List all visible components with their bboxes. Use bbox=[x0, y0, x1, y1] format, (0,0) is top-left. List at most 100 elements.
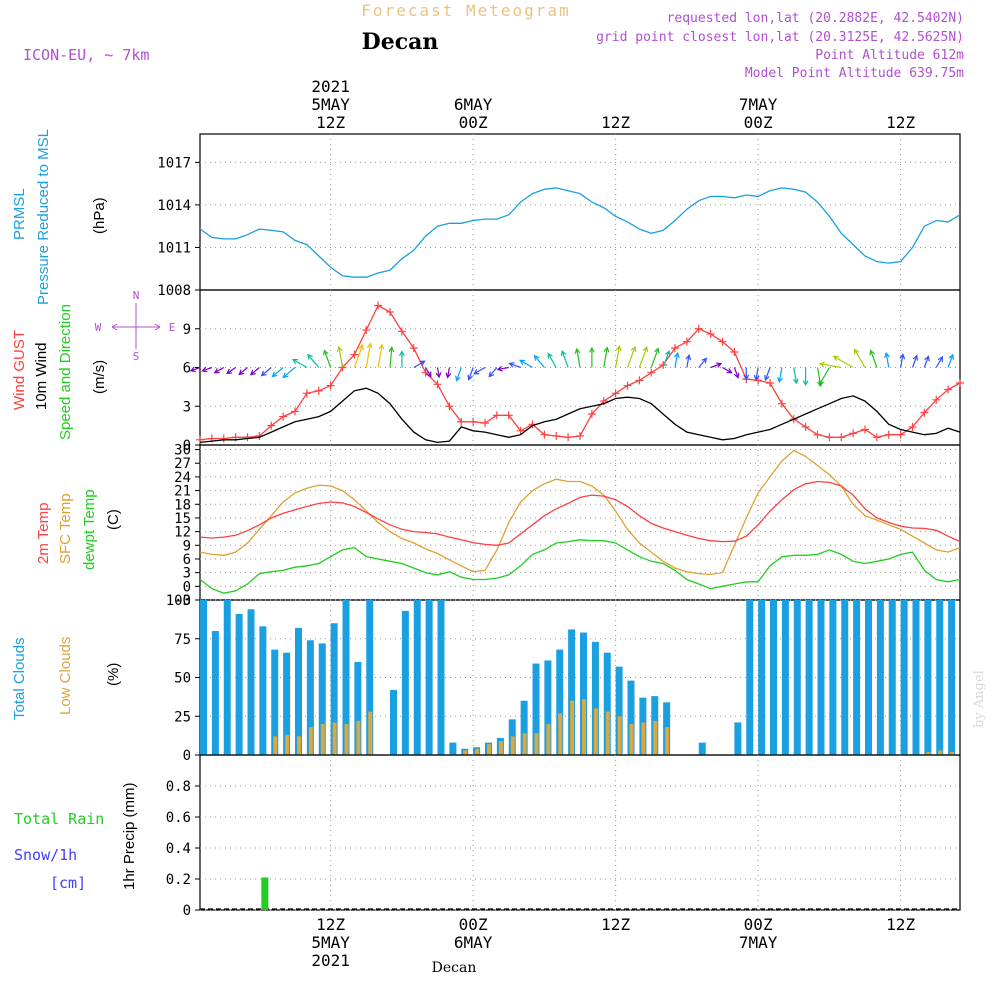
low-cloud-bar bbox=[475, 748, 480, 755]
gust-marker bbox=[920, 408, 929, 417]
total-cloud-bar bbox=[912, 600, 920, 755]
wind-arrow bbox=[226, 367, 236, 374]
gust-marker bbox=[219, 434, 228, 443]
low-cloud-bar bbox=[285, 734, 290, 755]
total-cloud-bar bbox=[544, 660, 552, 755]
clouds-panel: 0 25 50 75 100 bbox=[166, 593, 961, 764]
dewpt-line bbox=[199, 539, 961, 594]
wind-panel: 0 3 6 9 N S W E bbox=[95, 289, 964, 454]
y-tick-label: 25 bbox=[174, 709, 191, 725]
wind-arrow bbox=[710, 363, 722, 369]
wind-arrow-head bbox=[226, 368, 233, 375]
wind-arrow-head bbox=[948, 353, 955, 360]
gust-marker bbox=[587, 410, 596, 418]
wind-arrow bbox=[365, 343, 372, 368]
total-cloud-bar bbox=[211, 631, 219, 755]
wind10m-label: 10m Wind bbox=[33, 342, 50, 410]
compass-cross bbox=[111, 303, 161, 349]
gust-marker bbox=[956, 379, 964, 387]
low-cloud-bar bbox=[629, 724, 634, 755]
total-cloud-bar bbox=[591, 641, 599, 755]
total-cloud-bar bbox=[817, 600, 825, 755]
wind-arrow-head bbox=[853, 348, 860, 355]
total-cloud-bar bbox=[306, 640, 314, 755]
precip-axis-label: 1hr Precip (mm) bbox=[121, 782, 138, 890]
low-cloud-bar bbox=[546, 724, 551, 755]
y-tick-label: 0 bbox=[183, 903, 191, 919]
wind-arrow-head bbox=[445, 372, 452, 379]
wind-arrow-head bbox=[336, 345, 343, 352]
wind-arrow-head bbox=[924, 355, 930, 362]
compass-south: S bbox=[133, 350, 140, 363]
wind-arrow bbox=[885, 353, 890, 368]
y-tick-label: 100 bbox=[166, 593, 191, 609]
wind-arrow-head bbox=[673, 351, 680, 359]
pressure-unit: (hPa) bbox=[91, 197, 108, 234]
y-tick-label: 0 bbox=[183, 579, 191, 595]
gust-marker bbox=[564, 433, 573, 442]
pressure-label-msl: Pressure Reduced to MSL bbox=[35, 129, 52, 305]
wind-arrow-head bbox=[753, 374, 760, 382]
wind-arrow bbox=[793, 367, 798, 384]
bottom-time-label: 12Z bbox=[316, 915, 345, 934]
wind-arrow-head bbox=[189, 366, 196, 373]
wind-arrow-head bbox=[388, 346, 395, 353]
gust-marker bbox=[908, 422, 917, 431]
y-tick-label: 3 bbox=[183, 399, 191, 415]
low-cloud-bar bbox=[368, 711, 373, 755]
wind-arrow bbox=[509, 362, 521, 369]
total-cloud-bar bbox=[520, 700, 528, 755]
compass-west: W bbox=[95, 321, 102, 334]
y-tick-label: 50 bbox=[174, 671, 191, 687]
wind-arrow bbox=[576, 348, 581, 368]
gust-marker bbox=[694, 324, 703, 333]
total-cloud-bar bbox=[449, 742, 457, 755]
gust-marker bbox=[837, 433, 846, 442]
y-tick-label: 15 bbox=[174, 511, 191, 527]
wind-arrow bbox=[722, 366, 732, 374]
total-cloud-bar bbox=[223, 600, 231, 755]
low-clouds-label: Low Clouds bbox=[57, 637, 74, 715]
wind-arrow bbox=[250, 367, 260, 376]
total-cloud-bar bbox=[200, 600, 207, 755]
low-cloud-bar bbox=[498, 741, 503, 755]
low-cloud-bar bbox=[510, 736, 515, 755]
wind-arrow bbox=[686, 355, 690, 368]
y-tick-label: 1017 bbox=[157, 155, 191, 171]
gust-marker bbox=[291, 407, 299, 416]
compass-east: E bbox=[169, 321, 176, 334]
total-cloud-bar bbox=[390, 689, 397, 755]
wind-arrow-head bbox=[603, 346, 610, 353]
wind-arrow bbox=[603, 347, 608, 368]
top-time-label: 6MAY bbox=[454, 95, 493, 114]
gust-marker bbox=[504, 411, 513, 420]
low-cloud-bar bbox=[320, 724, 325, 755]
low-cloud-bar bbox=[534, 733, 539, 755]
low-cloud-bar bbox=[332, 722, 337, 755]
total-cloud-bar bbox=[413, 600, 421, 755]
wind-arrow-head bbox=[574, 347, 581, 354]
temp-unit: (C) bbox=[105, 509, 122, 530]
gust-marker bbox=[944, 385, 953, 394]
wind-arrow-head bbox=[533, 354, 540, 361]
y-tick-label: 0.2 bbox=[166, 872, 191, 888]
y-tick-label: 1008 bbox=[157, 283, 191, 299]
chart-title: Forecast Meteogram bbox=[361, 1, 570, 20]
total-cloud-bar bbox=[532, 663, 540, 755]
gust-marker bbox=[469, 417, 478, 426]
wind-arrow-head bbox=[792, 378, 799, 385]
low-cloud-bar bbox=[356, 720, 361, 755]
wind-arrow bbox=[261, 367, 272, 376]
footer-location: Decan bbox=[432, 960, 477, 976]
top-time-labels: 20215MAY12Z6MAY00Z12Z7MAY00Z12Z8MAY00Z bbox=[311, 77, 915, 132]
y-tick-label: 1011 bbox=[157, 240, 191, 256]
low-cloud-bar bbox=[593, 708, 598, 755]
wind-arrow-head bbox=[238, 369, 245, 376]
bottom-time-label: 2021 bbox=[311, 951, 350, 970]
gust-marker bbox=[872, 433, 881, 442]
wind-arrow bbox=[377, 344, 383, 368]
low-cloud-bar bbox=[558, 713, 563, 755]
gust-marker bbox=[777, 399, 786, 408]
total-cloud-bar bbox=[805, 600, 813, 755]
dewpt-label: dewpt Temp bbox=[81, 489, 98, 570]
